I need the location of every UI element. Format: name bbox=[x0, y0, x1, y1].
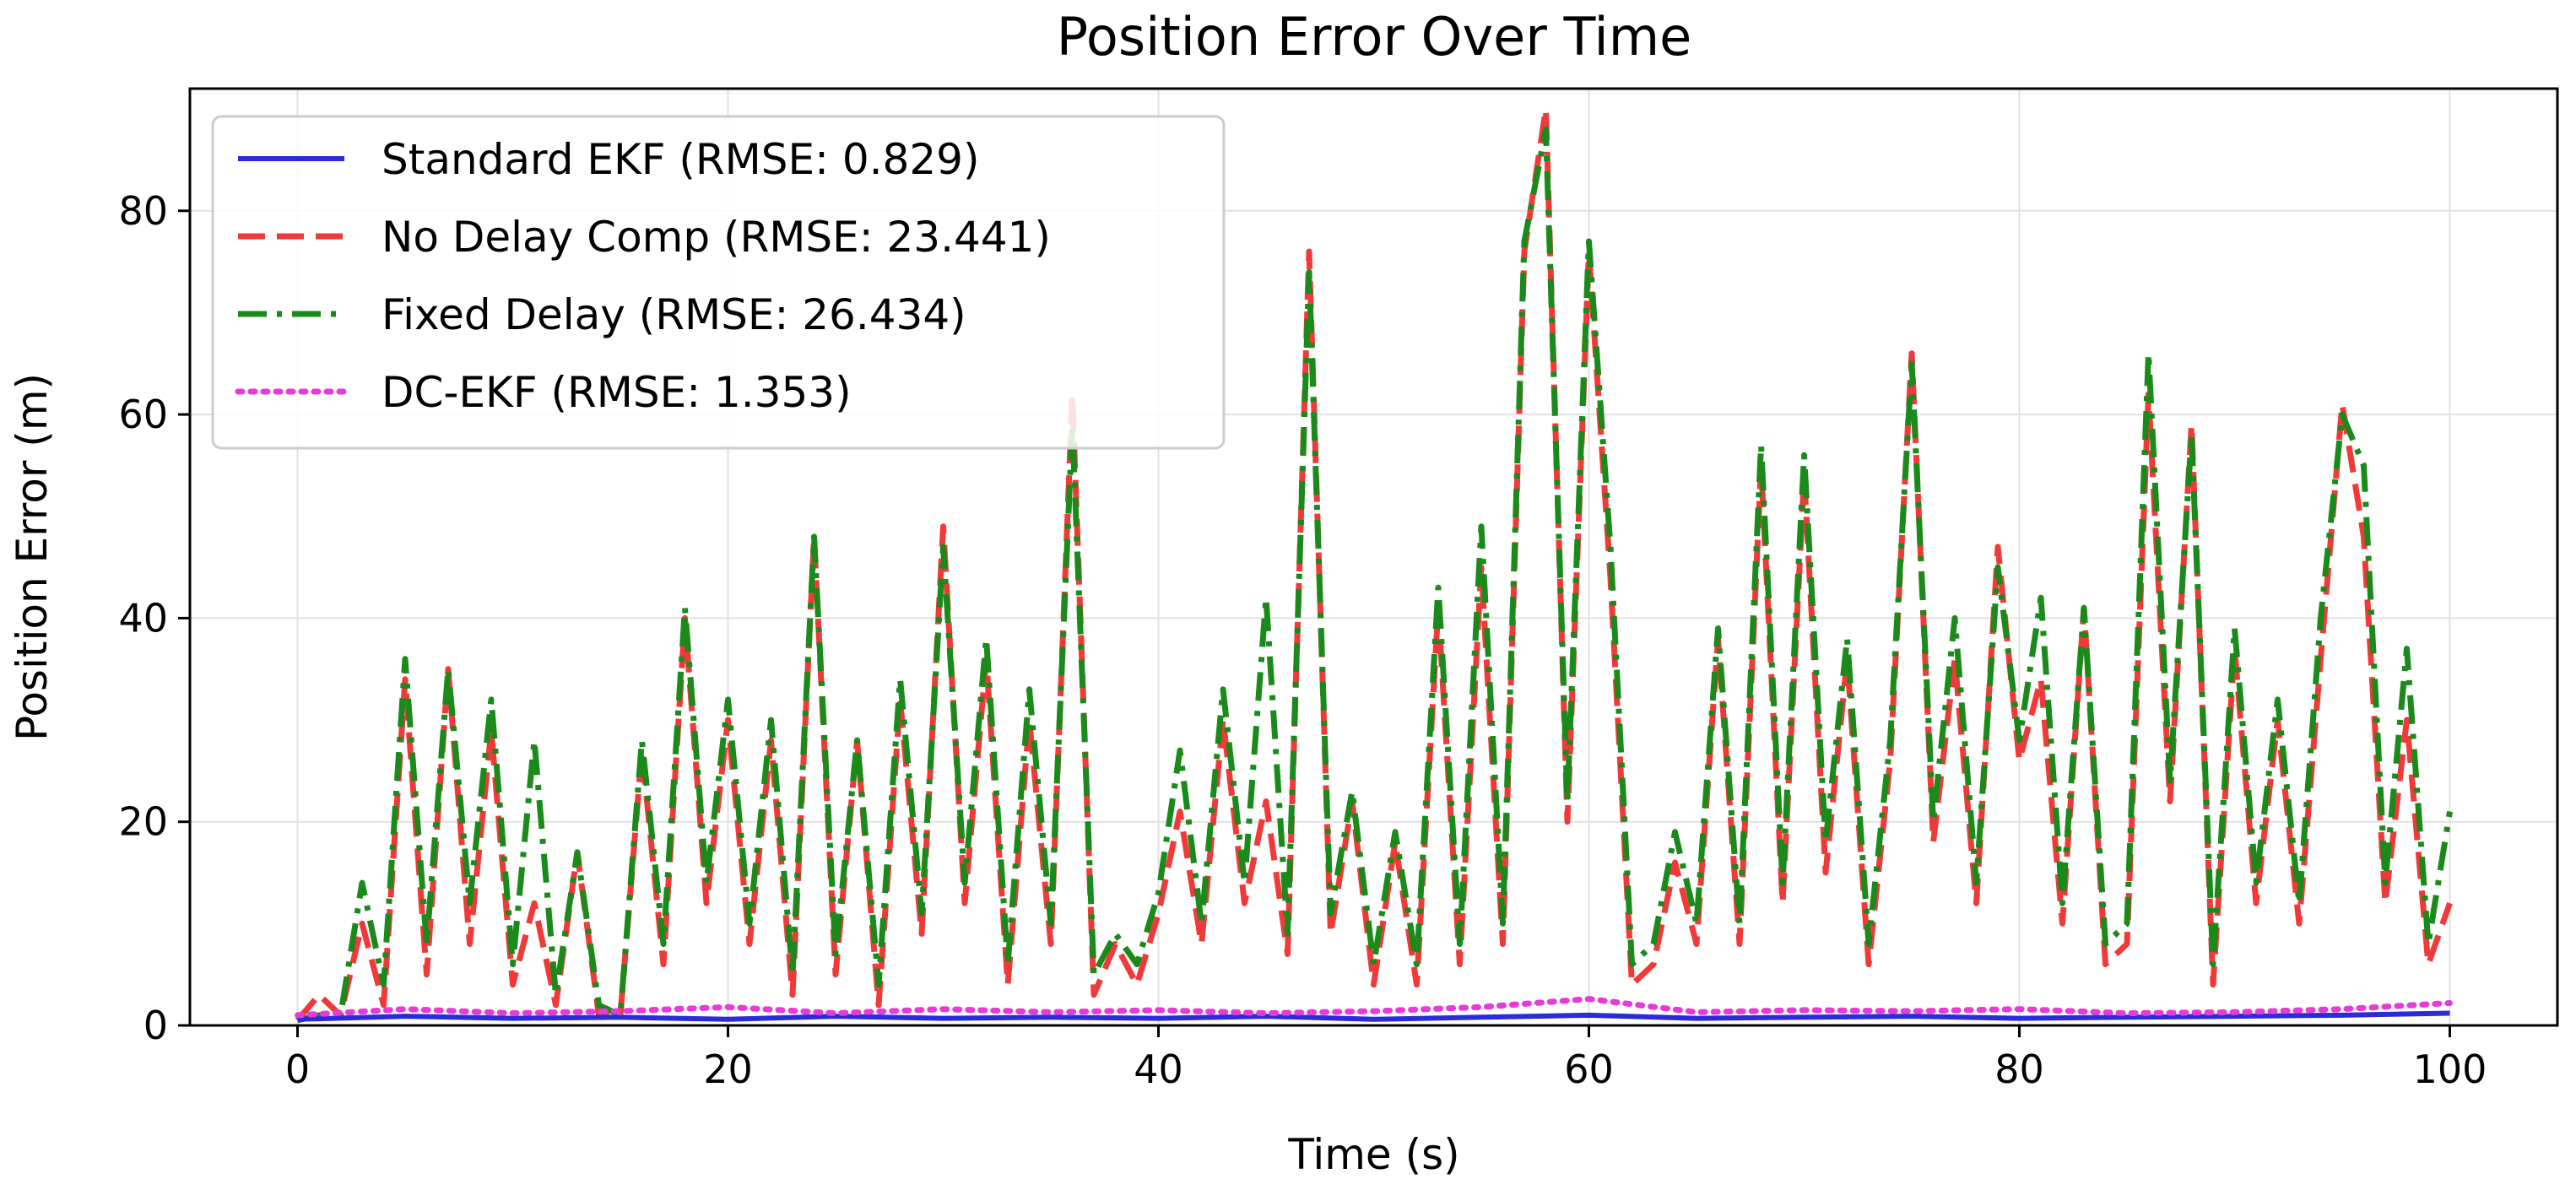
x-axis-label: Time (s) bbox=[1287, 1130, 1459, 1179]
legend-label: No Delay Comp (RMSE: 23.441) bbox=[382, 213, 1051, 262]
legend: Standard EKF (RMSE: 0.829) No Delay Comp … bbox=[211, 115, 1226, 450]
series-line-3 bbox=[295, 996, 2453, 1019]
legend-label: Fixed Delay (RMSE: 26.434) bbox=[382, 290, 966, 339]
x-tick-label: 80 bbox=[1994, 1047, 2044, 1092]
x-tick-label: 20 bbox=[703, 1047, 753, 1092]
y-axis-label: Position Error (m) bbox=[8, 373, 57, 741]
axis-ticks: 0 20 40 60 80 100 0 20 40 60 80 bbox=[118, 188, 2487, 1092]
y-tick-label: 80 bbox=[118, 188, 168, 234]
x-tick-label: 40 bbox=[1134, 1047, 1183, 1092]
y-tick-label: 40 bbox=[118, 595, 168, 641]
chart-title: Position Error Over Time bbox=[1057, 6, 1692, 68]
series-layer bbox=[295, 105, 2453, 1024]
y-tick-label: 60 bbox=[118, 392, 168, 437]
legend-label: Standard EKF (RMSE: 0.829) bbox=[382, 135, 980, 184]
y-tick-label: 0 bbox=[143, 1003, 168, 1048]
series-line-2 bbox=[296, 126, 2453, 1024]
x-tick-label: 100 bbox=[2413, 1047, 2487, 1092]
y-tick-label: 20 bbox=[118, 799, 168, 845]
x-tick-label: 0 bbox=[285, 1047, 310, 1092]
plot-frame bbox=[188, 87, 2559, 1027]
legend-label: DC-EKF (RMSE: 1.353) bbox=[382, 368, 852, 417]
legend-box bbox=[211, 115, 1226, 450]
series-line-0 bbox=[297, 1010, 2450, 1022]
x-tick-label: 60 bbox=[1564, 1047, 1614, 1092]
